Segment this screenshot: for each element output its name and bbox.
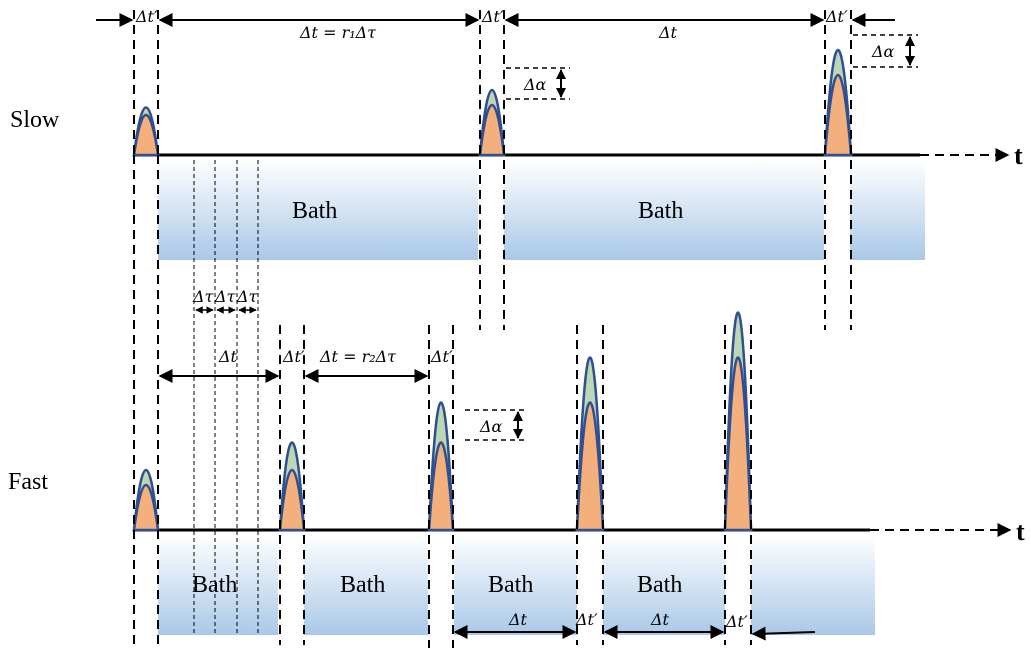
dtau-label: Δτ (192, 287, 215, 306)
dtau-guide-lines (193, 160, 259, 636)
slow-row: t Δt′ Δt = r₁Δτ Δt′ (10, 7, 1023, 330)
fast-bath-label: Bath (192, 572, 237, 598)
slow-dt-eq-r1-label: Δt = r₁Δτ (299, 23, 377, 42)
slow-bath-band (504, 160, 824, 260)
slow-bath-label: Bath (638, 198, 683, 224)
pulse (478, 88, 506, 157)
pulse (132, 469, 160, 532)
fast-dt-prime-label: Δt′ (725, 612, 748, 631)
fast-dt-prime-label: Δt′ (575, 610, 598, 629)
fast-bath-label: Bath (340, 572, 385, 598)
delta-alpha-marker: Δα (853, 34, 918, 68)
fast-guide-lines (133, 155, 752, 648)
delta-alpha-label: Δα (523, 75, 547, 94)
slow-dt-prime-label: Δt′ (825, 7, 848, 26)
slow-row-label: Slow (10, 107, 60, 133)
slow-dt-prime-label: Δt′ (481, 7, 504, 26)
fast-dt-label: Δt (218, 347, 238, 366)
pulse (723, 311, 753, 532)
slow-dt-label: Δt (658, 23, 678, 42)
fast-bath-band (751, 535, 875, 635)
fast-bath-band (304, 535, 428, 635)
slow-dt-prime-label: Δt′ (135, 7, 158, 26)
pulse (278, 441, 306, 532)
fast-bath-band (603, 535, 725, 635)
fast-row-label: Fast (8, 469, 48, 495)
fast-dt-eq-r2-label: Δt = r₂Δτ (319, 347, 397, 366)
pulse (132, 106, 160, 157)
slow-axis-time-label: t (1014, 141, 1023, 170)
fast-bath-band (454, 535, 577, 635)
dtau-label: Δτ (236, 287, 259, 306)
dtau-arrows: Δτ Δτ Δτ (192, 287, 259, 314)
fast-dt-prime-label: Δt′ (430, 347, 453, 366)
fast-dt-label: Δt (508, 610, 528, 629)
dtau-label: Δτ (214, 287, 237, 306)
fast-dt-prime-label: Δt′ (282, 347, 305, 366)
delta-alpha-marker: Δα (506, 67, 570, 100)
slow-bath-band (850, 160, 925, 260)
pulse (427, 401, 455, 532)
fast-axis-time-label: t (1016, 517, 1025, 546)
delta-alpha-marker: Δα (465, 409, 527, 441)
slow-guide-lines (133, 10, 852, 330)
delta-alpha-label: Δα (479, 417, 503, 436)
fast-dt-label: Δt (650, 610, 670, 629)
pulse (823, 48, 853, 157)
delta-alpha-label: Δα (871, 42, 895, 61)
fast-bath-label: Bath (637, 572, 682, 598)
interval-arrow (751, 626, 816, 641)
slow-bath-band (158, 160, 478, 260)
slow-bath-label: Bath (292, 198, 337, 224)
fast-bath-label: Bath (488, 572, 533, 598)
fast-row: t (8, 155, 1025, 648)
pulse (575, 356, 605, 532)
